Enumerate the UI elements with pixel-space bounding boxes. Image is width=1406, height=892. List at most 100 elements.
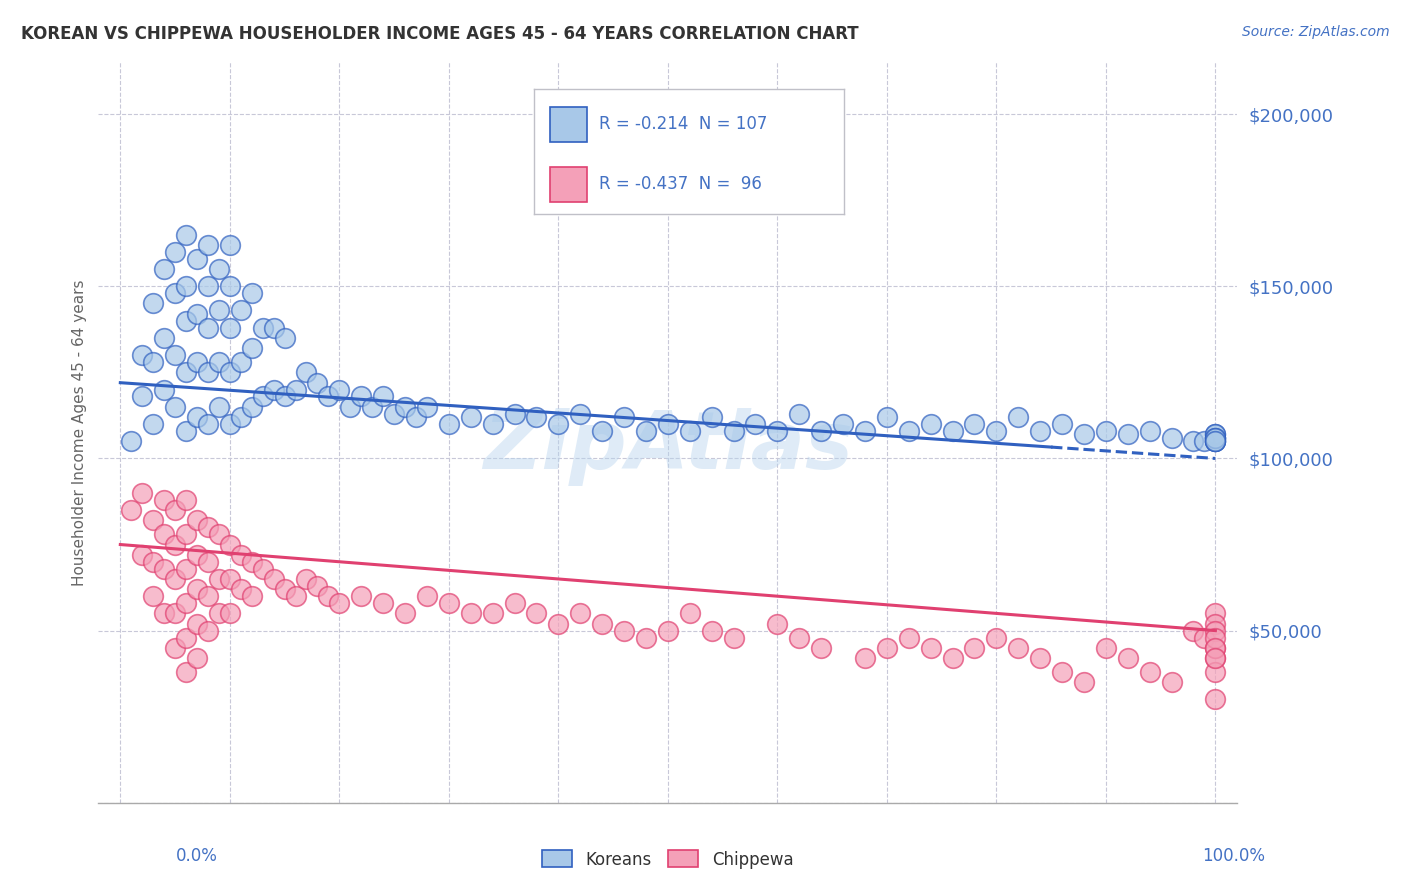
Point	[1160, 431, 1182, 445]
Text: ZipAtlas: ZipAtlas	[482, 409, 853, 486]
Point	[920, 417, 942, 431]
Point	[153, 331, 176, 345]
Point	[1007, 410, 1029, 425]
Point	[208, 572, 231, 586]
Point	[295, 572, 318, 586]
Point	[766, 616, 789, 631]
Point	[591, 424, 613, 438]
Point	[153, 527, 176, 541]
Point	[165, 244, 187, 259]
Point	[328, 383, 350, 397]
Point	[416, 589, 439, 603]
Point	[153, 262, 176, 277]
Point	[263, 572, 285, 586]
Point	[700, 410, 723, 425]
Point	[1029, 424, 1052, 438]
Point	[131, 486, 153, 500]
Point	[120, 503, 142, 517]
Point	[197, 520, 219, 534]
Point	[142, 355, 165, 369]
Point	[920, 640, 942, 655]
Point	[853, 424, 876, 438]
Point	[700, 624, 723, 638]
Point	[405, 410, 427, 425]
Point	[208, 355, 231, 369]
Point	[197, 555, 219, 569]
Point	[252, 561, 274, 575]
FancyBboxPatch shape	[550, 107, 586, 142]
Point	[174, 424, 197, 438]
Point	[657, 624, 679, 638]
Point	[131, 348, 153, 362]
Point	[229, 303, 252, 318]
Point	[547, 616, 569, 631]
Point	[165, 537, 187, 551]
Point	[986, 424, 1008, 438]
Point	[174, 527, 197, 541]
Point	[679, 424, 702, 438]
Point	[591, 616, 613, 631]
Point	[810, 640, 832, 655]
Point	[186, 548, 208, 562]
Point	[284, 383, 307, 397]
Point	[174, 227, 197, 242]
Point	[218, 572, 240, 586]
Point	[1204, 431, 1226, 445]
Point	[229, 548, 252, 562]
Point	[218, 537, 240, 551]
Text: R = -0.437  N =  96: R = -0.437 N = 96	[599, 175, 762, 193]
Point	[547, 417, 569, 431]
Legend: Koreans, Chippewa: Koreans, Chippewa	[543, 850, 793, 869]
Text: KOREAN VS CHIPPEWA HOUSEHOLDER INCOME AGES 45 - 64 YEARS CORRELATION CHART: KOREAN VS CHIPPEWA HOUSEHOLDER INCOME AG…	[21, 25, 859, 43]
Point	[942, 651, 965, 665]
Point	[503, 407, 526, 421]
Point	[263, 320, 285, 334]
Point	[142, 555, 165, 569]
Point	[273, 389, 295, 403]
Point	[1194, 631, 1216, 645]
Point	[186, 410, 208, 425]
Point	[1204, 631, 1226, 645]
Point	[1204, 640, 1226, 655]
Point	[986, 631, 1008, 645]
Point	[1204, 651, 1226, 665]
Point	[208, 607, 231, 621]
Point	[460, 607, 482, 621]
Point	[186, 513, 208, 527]
Point	[197, 589, 219, 603]
Point	[569, 407, 592, 421]
Text: R = -0.214  N = 107: R = -0.214 N = 107	[599, 115, 768, 133]
Point	[218, 607, 240, 621]
Point	[174, 365, 197, 379]
Point	[1204, 434, 1226, 449]
Y-axis label: Householder Income Ages 45 - 64 years: Householder Income Ages 45 - 64 years	[72, 279, 87, 586]
Point	[963, 640, 986, 655]
Point	[186, 582, 208, 597]
Point	[208, 400, 231, 414]
Point	[165, 572, 187, 586]
Point	[229, 410, 252, 425]
Point	[263, 383, 285, 397]
Point	[634, 424, 657, 438]
Point	[174, 279, 197, 293]
Point	[131, 548, 153, 562]
Point	[1204, 431, 1226, 445]
Point	[186, 252, 208, 266]
Point	[1116, 427, 1139, 442]
Point	[723, 631, 745, 645]
Point	[1160, 675, 1182, 690]
Point	[1095, 640, 1118, 655]
Point	[1204, 434, 1226, 449]
Point	[252, 389, 274, 403]
Point	[1182, 434, 1205, 449]
Point	[165, 607, 187, 621]
Point	[1073, 675, 1095, 690]
Point	[1073, 427, 1095, 442]
Point	[942, 424, 965, 438]
Point	[120, 434, 142, 449]
Point	[723, 424, 745, 438]
Point	[1139, 424, 1161, 438]
Point	[1050, 665, 1073, 679]
Point	[1204, 616, 1226, 631]
Point	[394, 607, 416, 621]
